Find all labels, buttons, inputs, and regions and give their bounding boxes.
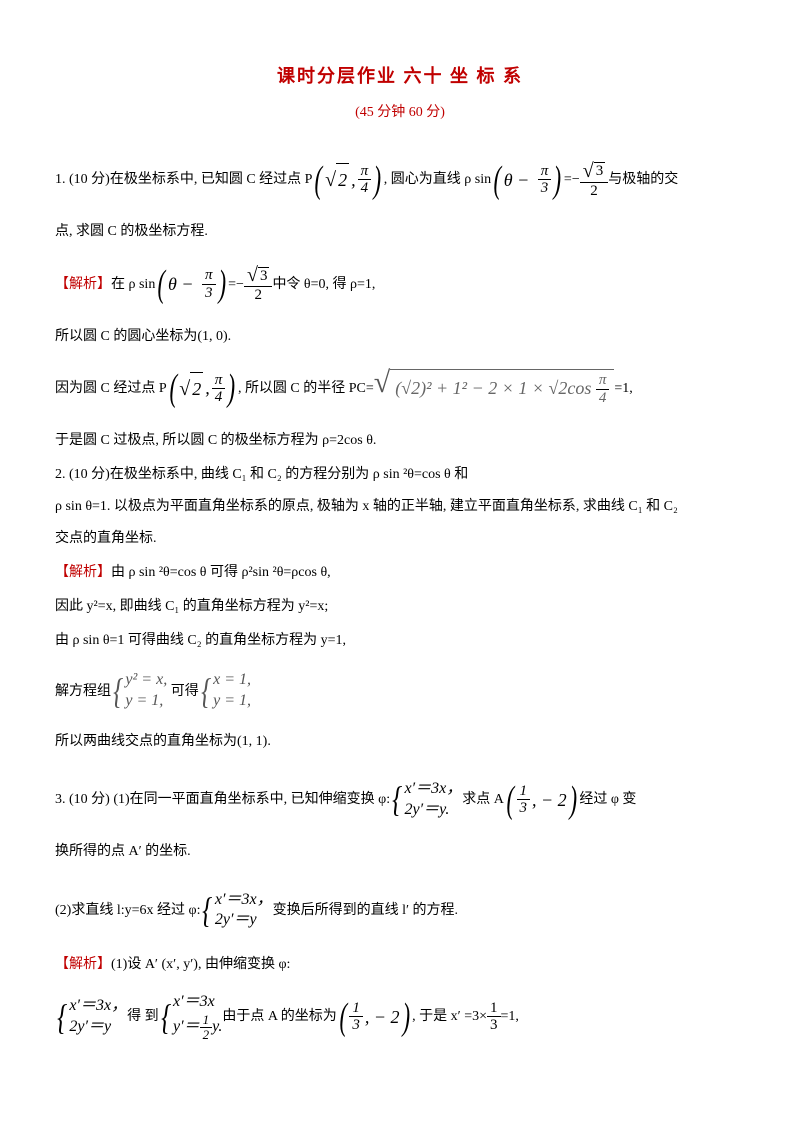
q3-line2: 换所得的点 A′ 的坐标.: [55, 838, 745, 866]
solution-label: 【解析】: [55, 952, 111, 977]
q2-sol-l3: 由 ρ sin θ=1 可得曲线 C₂ 的直角坐标方程为 y=1,: [55, 627, 745, 655]
q3-sol-l2: { x′＝3x， 2y′＝y 得 到 { x′＝3x y′＝ 12 y. 由于点…: [55, 983, 745, 1051]
q1-line1: 1. (10 分)在极坐标系中, 已知圆 C 经过点 P ( √2, π4 ) …: [55, 146, 745, 214]
q2-line2: ρ sin θ=1. 以极点为平面直角坐标系的原点, 极轴为 x 轴的正半轴, …: [55, 493, 745, 521]
q1-eq: =−: [564, 167, 580, 192]
q2-sol-l2: 因此 y²=x, 即曲线 C₁ 的直角坐标方程为 y²=x;: [55, 593, 745, 621]
page-title: 课时分层作业 六十 坐 标 系: [55, 60, 745, 92]
q1-line-arg: ( θ − π3 ): [491, 146, 564, 214]
q2-sol-l4: 解方程组 { y² = x, y = 1, 可得 { x = 1, y = 1,: [55, 659, 745, 724]
q2-sol-l5: 所以两曲线交点的直角坐标为(1, 1).: [55, 728, 745, 756]
q3-line1: 3. (10 分) (1)在同一平面直角坐标系中, 已知伸缩变换 φ: { x′…: [55, 766, 745, 834]
q1-sol-l4: 于是圆 C 过极点, 所以圆 C 的极坐标方程为 ρ=2cos θ.: [55, 427, 745, 455]
q2-line1: 2. (10 分)在极坐标系中, 曲线 C₁ 和 C₂ 的方程分别为 ρ sin…: [55, 461, 745, 489]
q2-line3: 交点的直角坐标.: [55, 525, 745, 553]
q1-point-p: ( √2, π4 ): [312, 146, 383, 214]
solution-label: 【解析】: [55, 272, 111, 297]
q1-line2: 点, 求圆 C 的极坐标方程.: [55, 218, 745, 246]
q3-sol-l1: 【解析】 (1)设 A′ (x′, y′), 由伸缩变换 φ:: [55, 951, 745, 979]
q1-sol-l3: 因为圆 C 经过点 P ( √2, π4 ) , 所以圆 C 的半径 PC= √…: [55, 354, 745, 422]
q1-sol-l2: 所以圆 C 的圆心坐标为(1, 0).: [55, 322, 745, 350]
page-subtitle: (45 分钟 60 分): [55, 100, 745, 125]
q1-sol-l1: 【解析】 在 ρ sin ( θ − π3 ) =− √3 2 中令 θ=0, …: [55, 250, 745, 318]
solution-label: 【解析】: [55, 560, 111, 585]
q1-mid2: 与极轴的交: [608, 167, 678, 192]
q2-sol-l1: 【解析】 由 ρ sin ²θ=cos θ 可得 ρ²sin ²θ=ρcos θ…: [55, 559, 745, 587]
q3-line3: (2)求直线 l:y=6x 经过 φ: { x′＝3x， 2y′＝y 变换后所得…: [55, 878, 745, 943]
q1-mid1: , 圆心为直线 ρ sin: [384, 167, 491, 192]
q1-prefix: 1. (10 分)在极坐标系中, 已知圆 C 经过点 P: [55, 167, 312, 192]
q1-rhs: √3 2: [580, 160, 608, 200]
